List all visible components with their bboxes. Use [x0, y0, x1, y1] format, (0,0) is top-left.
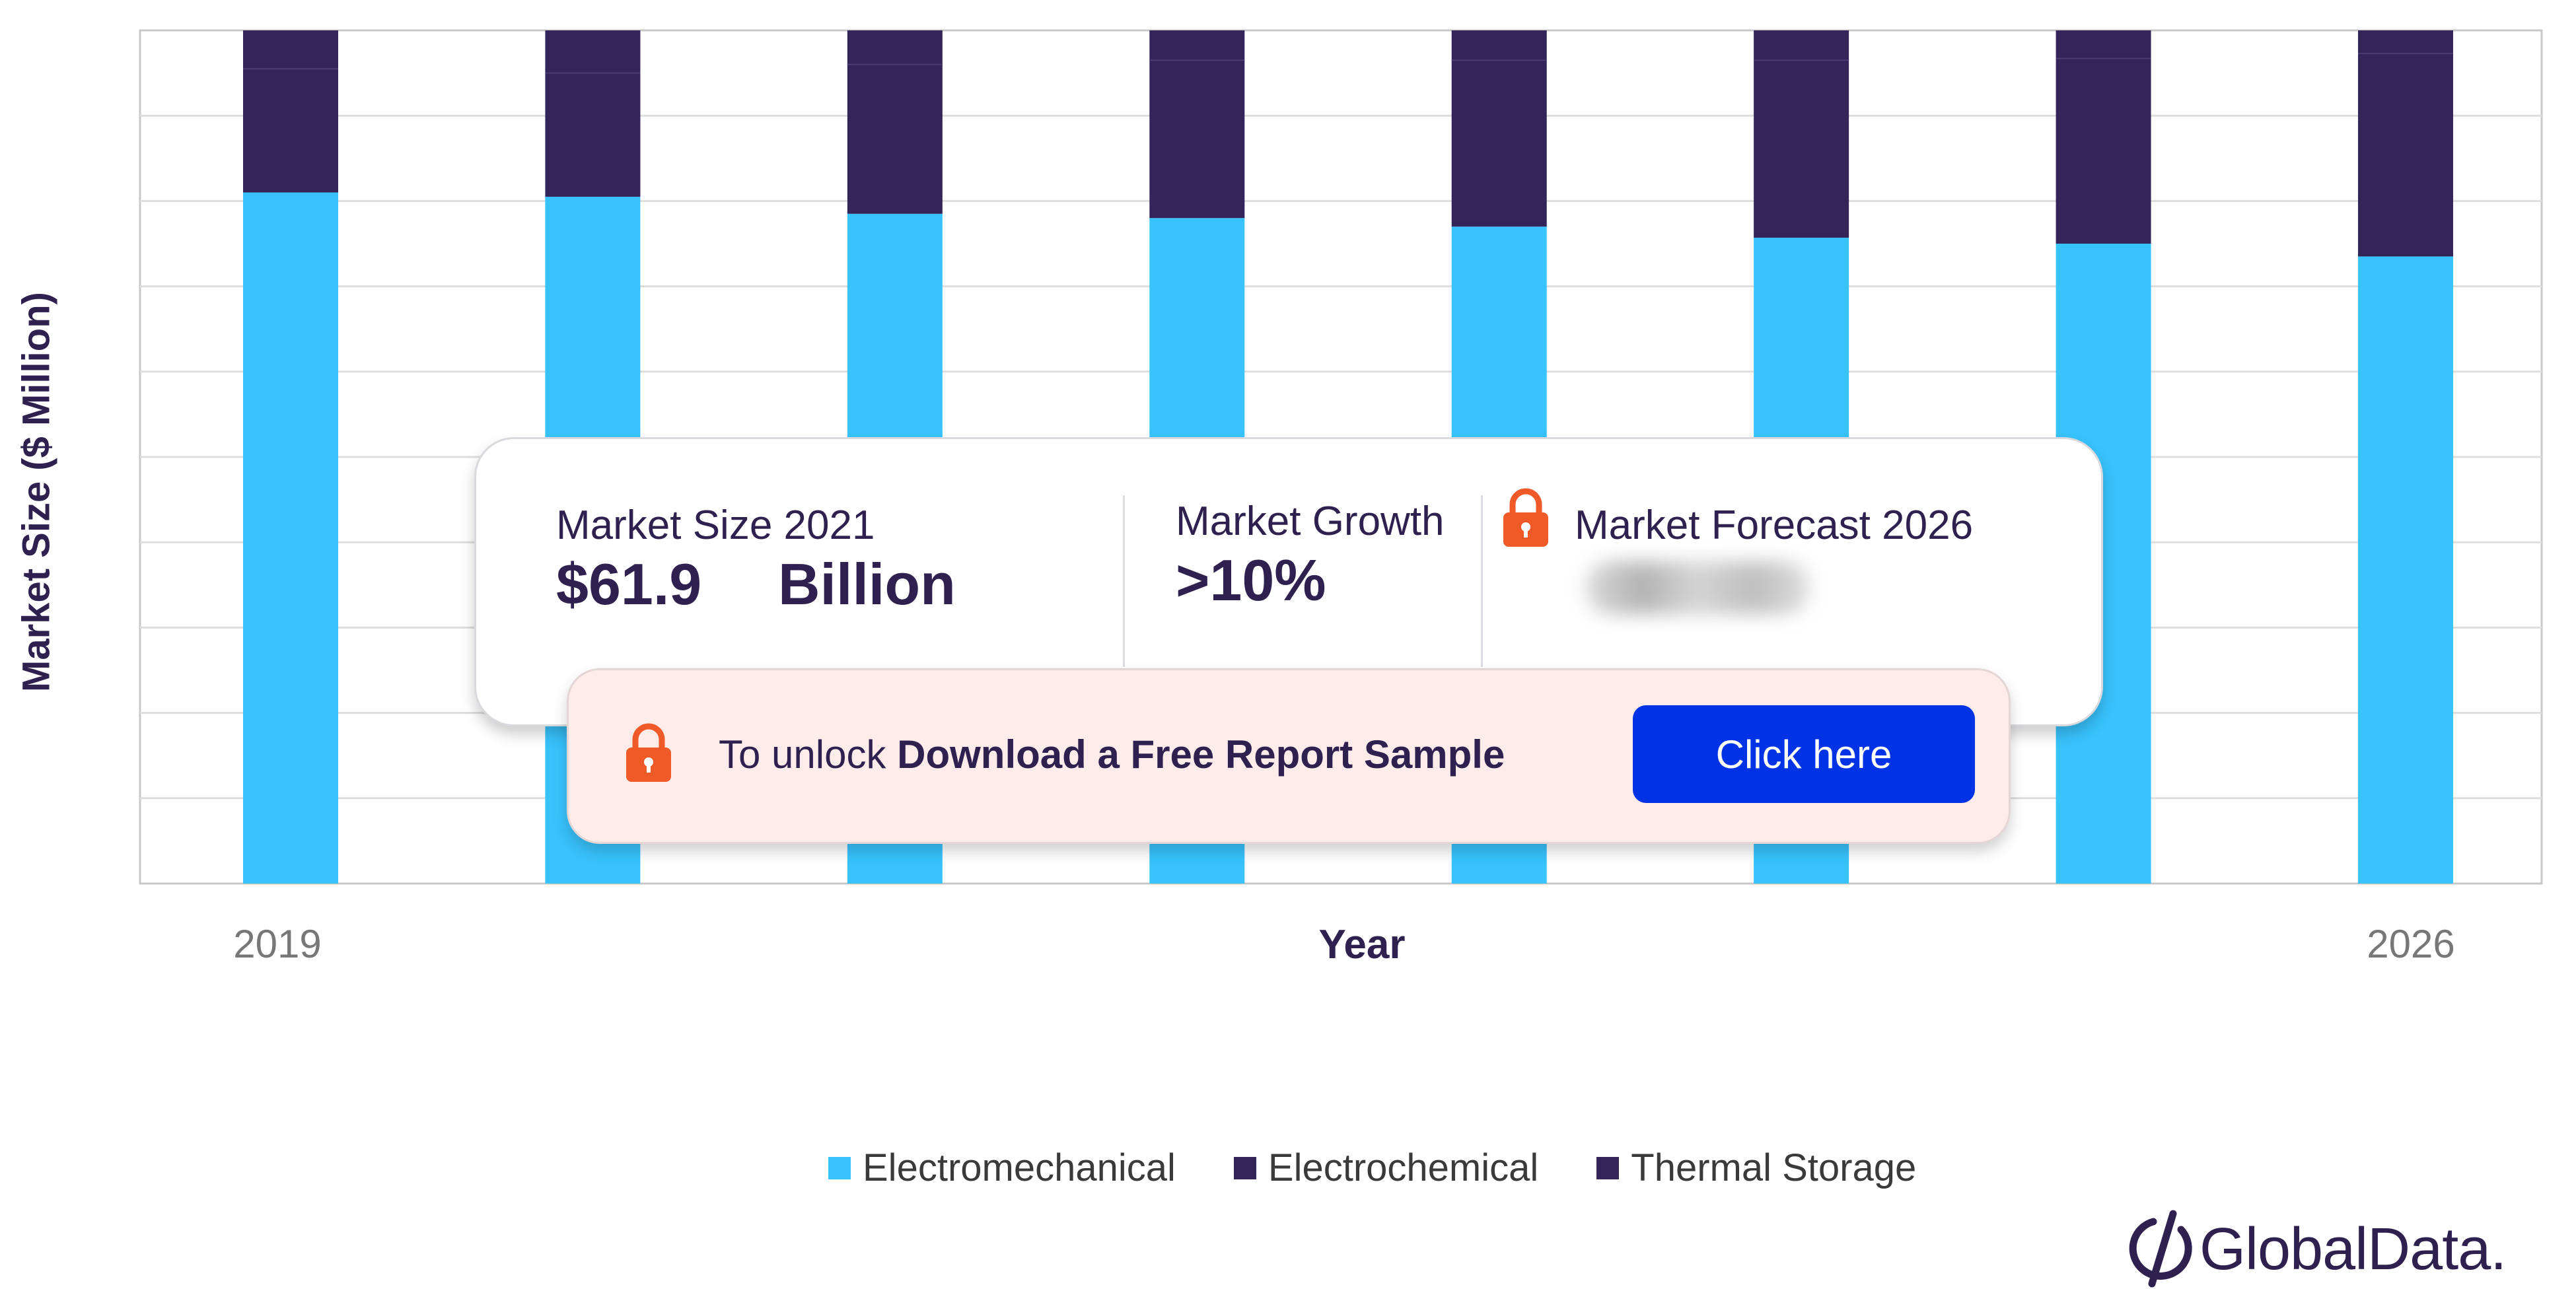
bar-thermal-storage: [1149, 30, 1245, 61]
market-forecast-label: Market Forecast 2026: [1575, 503, 1974, 548]
bar-electrochemical: [1754, 60, 1849, 238]
legend-item: Electrochemical: [1233, 1146, 1539, 1190]
unlock-prefix: To unlock: [719, 732, 898, 777]
legend-label: Thermal Storage: [1631, 1146, 1917, 1189]
logo-text: GlobalData.: [2200, 1216, 2507, 1282]
bar-thermal-storage: [2358, 30, 2453, 53]
market-growth-label: Market Growth: [1176, 499, 1445, 544]
legend-item: Electromechanical: [828, 1146, 1176, 1190]
card-divider: [1481, 495, 1483, 667]
bar-thermal-storage: [2056, 30, 2151, 59]
legend-item: Thermal Storage: [1596, 1146, 1916, 1190]
bar-electromechanical: [2358, 256, 2453, 884]
bar-electrochemical: [1149, 60, 1245, 219]
market-growth-value: >10%: [1176, 547, 1326, 613]
bar-thermal-storage: [1754, 30, 1849, 61]
bar-electrochemical: [847, 64, 943, 214]
click-here-button[interactable]: Click here: [1633, 705, 1975, 803]
bar-thermal-storage: [545, 30, 641, 73]
market-size-value: $61.9: [556, 551, 702, 617]
legend-swatch: [1596, 1156, 1620, 1179]
globaldata-logo-mark-icon: [2129, 1210, 2192, 1288]
x-axis-title: Year: [1318, 922, 1406, 967]
bar-electrochemical: [2056, 58, 2151, 244]
lock-icon: [626, 723, 671, 782]
legend-label: Electrochemical: [1268, 1146, 1539, 1189]
bar-electrochemical: [243, 69, 338, 193]
bar-electrochemical: [2358, 53, 2453, 257]
bar-electrochemical: [1451, 60, 1547, 227]
lock-icon: [1503, 488, 1548, 547]
bar-thermal-storage: [243, 30, 338, 69]
blurred-forecast-value: [1585, 561, 1810, 614]
chart-legend: Electromechanical Electrochemical Therma…: [828, 1146, 1974, 1190]
bar-electromechanical: [243, 192, 338, 884]
unlock-text: To unlock Download a Free Report Sample: [719, 732, 1505, 777]
x-tick-label-last: 2026: [2367, 922, 2455, 966]
legend-swatch: [1233, 1156, 1256, 1179]
bar-thermal-storage: [1451, 30, 1547, 61]
bar-electrochemical: [545, 73, 641, 197]
card-divider: [1123, 495, 1125, 667]
bar-thermal-storage: [847, 30, 943, 65]
market-size-unit: Billion: [778, 551, 956, 617]
market-size-label: Market Size 2021: [556, 503, 875, 548]
download-sample-link[interactable]: Download a Free Report Sample: [897, 732, 1505, 777]
y-axis-title: Market Size ($ Million): [15, 292, 58, 692]
legend-swatch: [828, 1156, 851, 1179]
legend-label: Electromechanical: [863, 1146, 1176, 1189]
globaldata-logo: GlobalData.: [2127, 1210, 2507, 1289]
x-tick-label-first: 2019: [233, 922, 322, 966]
